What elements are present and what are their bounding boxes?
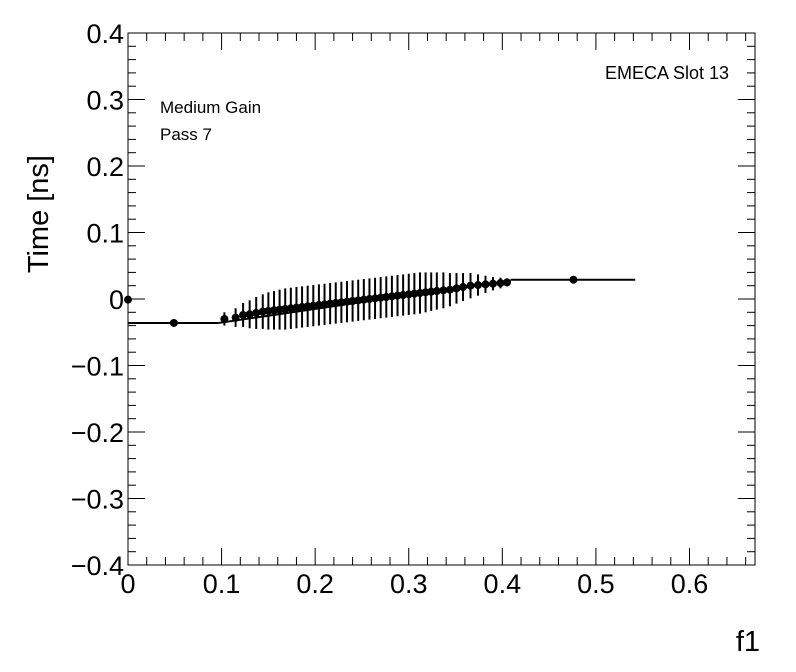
x-tick-label: 0.2: [296, 569, 334, 599]
data-point: [124, 295, 132, 304]
data-point: [445, 285, 454, 294]
x-tick-label: 0.5: [577, 569, 615, 599]
data-point: [496, 279, 505, 288]
x-axis-title: f1: [736, 626, 760, 658]
data-point: [432, 287, 441, 296]
x-tick-label: 0.4: [484, 569, 522, 599]
x-tick-label: 0.1: [203, 569, 241, 599]
data-point: [439, 286, 448, 295]
annotation-slot: EMECA Slot 13: [605, 63, 729, 83]
data-point: [452, 284, 461, 293]
y-tick-label: −0.1: [71, 352, 124, 382]
y-tick-label: −0.4: [71, 551, 124, 581]
data-point: [245, 310, 254, 319]
x-tick-label: 0: [120, 569, 135, 599]
data-point: [459, 283, 468, 292]
data-point: [466, 281, 475, 290]
x-tick-label: 0.6: [671, 569, 709, 599]
y-tick-label: 0.4: [86, 19, 124, 49]
data-point: [503, 278, 512, 287]
data-point: [473, 281, 482, 290]
data-point: [239, 310, 248, 319]
data-point: [569, 275, 578, 284]
y-tick-label: −0.3: [71, 485, 124, 515]
data-point: [220, 314, 229, 323]
x-tick-label: 0.3: [390, 569, 428, 599]
data-point: [169, 318, 178, 327]
y-tick-label: 0.2: [86, 152, 124, 182]
annotation-pass: Pass 7: [160, 125, 212, 144]
data-point: [252, 308, 261, 317]
y-tick-label: −0.2: [71, 418, 124, 448]
data-point: [481, 280, 490, 289]
data-point: [488, 279, 497, 288]
data-points: [124, 272, 578, 330]
x-axis: 0 0.1 0.2 0.3 0.4 0.5 0.6: [120, 33, 747, 599]
y-axis-title: Time [ns]: [23, 155, 55, 273]
annotation-gain: Medium Gain: [160, 98, 261, 117]
y-axis: −0.4 −0.3 −0.2 −0.1 0 0.1 0.2 0.3 0.4: [71, 19, 755, 581]
y-tick-label: 0.1: [86, 219, 124, 249]
y-tick-label: 0: [109, 285, 124, 315]
y-tick-label: 0.3: [86, 86, 124, 116]
data-point: [231, 313, 240, 322]
